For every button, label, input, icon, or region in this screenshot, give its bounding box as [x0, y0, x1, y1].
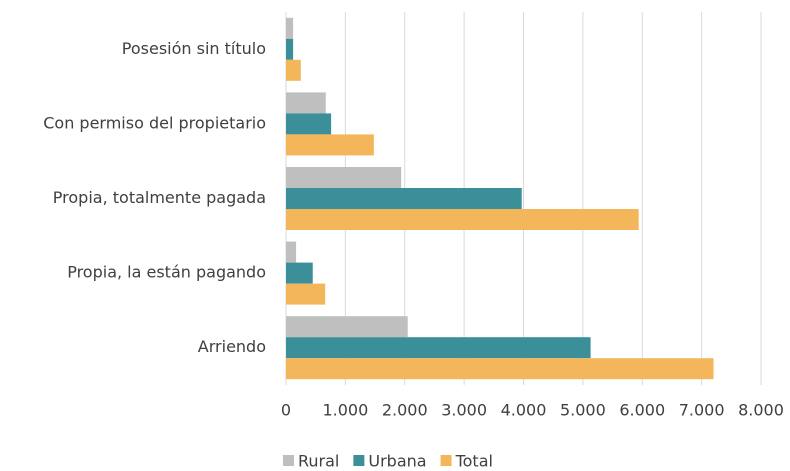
x-tick-label: 3.000 [441, 401, 487, 420]
bar [286, 17, 294, 39]
y-tick-label: Con permiso del propietario [43, 113, 266, 132]
x-tick-label: 8.000 [738, 401, 784, 420]
x-tick-label: 7.000 [679, 401, 725, 420]
legend-label: Total [455, 452, 493, 471]
bar [286, 316, 408, 338]
bar [286, 134, 374, 156]
x-tick-label: 0 [281, 401, 291, 420]
bar [286, 209, 639, 230]
legend-label: Urbana [368, 452, 426, 471]
bar [286, 283, 326, 305]
bar [286, 38, 294, 60]
bar [286, 337, 591, 359]
legend-swatch [283, 455, 294, 466]
y-tick-label: Arriendo [198, 337, 266, 356]
x-tick-label: 4.000 [501, 401, 547, 420]
bar [286, 113, 332, 135]
bar [286, 167, 402, 188]
x-tick-label: 2.000 [382, 401, 428, 420]
bar [286, 59, 301, 81]
y-tick-label: Posesión sin título [122, 39, 266, 58]
legend-swatch [353, 455, 365, 466]
bar [286, 188, 522, 209]
y-tick-label: Propia, totalmente pagada [53, 188, 266, 207]
x-tick-label: 6.000 [619, 401, 665, 420]
x-tick-label: 5.000 [560, 401, 606, 420]
bar [286, 241, 297, 263]
y-tick-label: Propia, la están pagando [67, 263, 266, 282]
bar [286, 358, 714, 380]
bar [286, 262, 313, 284]
x-tick-label: 1.000 [322, 401, 368, 420]
legend-label: Rural [298, 452, 339, 471]
legend-swatch [440, 455, 452, 466]
bar [286, 92, 326, 114]
